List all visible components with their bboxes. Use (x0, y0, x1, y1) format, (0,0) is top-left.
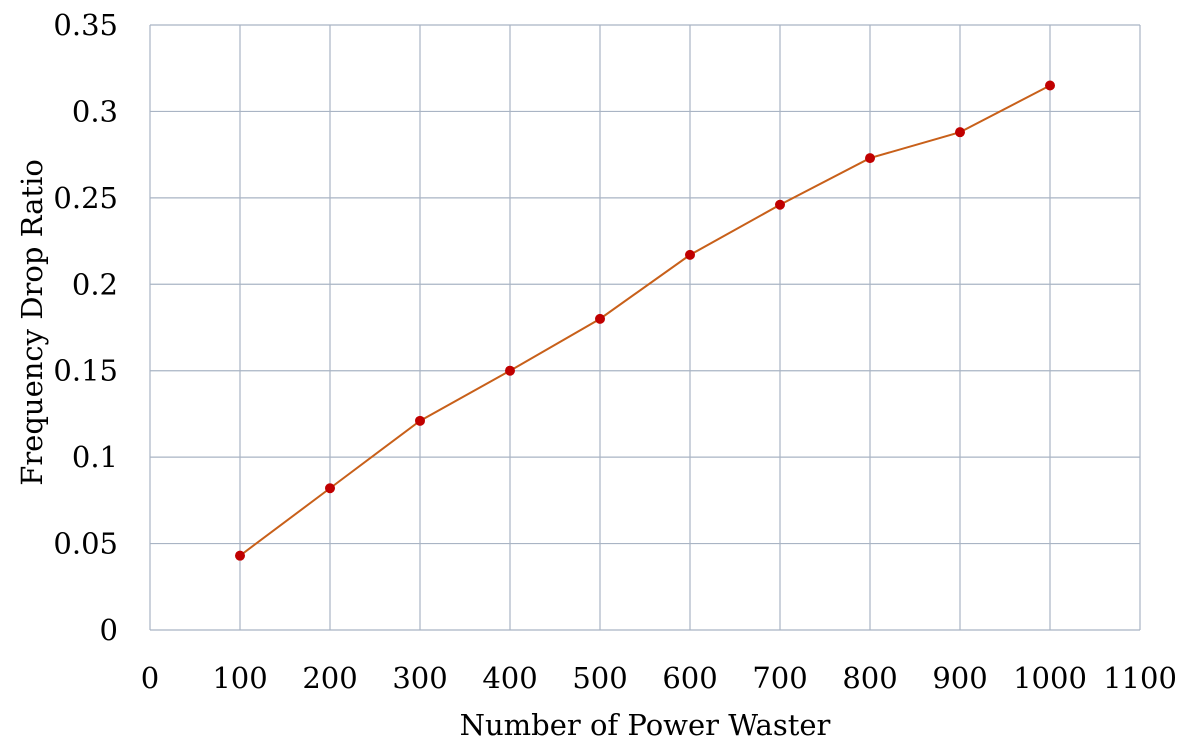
y-tick-label: 0.25 (53, 181, 118, 215)
x-tick-label: 100 (212, 661, 267, 695)
y-tick-label: 0.35 (53, 8, 118, 42)
data-point (865, 153, 875, 164)
x-axis-title: Number of Power Waster (460, 708, 831, 742)
x-tick-label: 900 (932, 661, 987, 695)
x-tick-label: 600 (662, 661, 717, 695)
data-point (325, 483, 335, 494)
x-tick-label: 200 (302, 661, 357, 695)
data-point (685, 249, 695, 260)
y-tick-label: 0.15 (53, 354, 118, 388)
series-line (239, 84, 1051, 557)
y-axis-title: Frequency Drop Ratio (15, 159, 49, 486)
y-tick-label: 0.3 (72, 94, 118, 128)
data-point (235, 550, 245, 561)
data-point (775, 199, 785, 210)
grid (149, 24, 1141, 631)
y-tick-label: 0.05 (53, 527, 118, 561)
data-point (955, 127, 965, 138)
x-tick-label: 400 (482, 661, 537, 695)
y-tick-label: 0 (100, 613, 118, 647)
x-tick-label: 700 (752, 661, 807, 695)
tick-labels: 0 100 200 300 400 500 600 700 800 900 1000 1100 0 0.0… (53, 8, 1176, 695)
y-tick-label: 0.2 (72, 267, 118, 301)
x-tick-label: 0 (141, 661, 159, 695)
x-tick-label: 300 (392, 661, 447, 695)
data-point (415, 415, 425, 426)
x-tick-label: 1000 (1013, 661, 1087, 695)
x-tick-label: 500 (572, 661, 627, 695)
data-point (1045, 80, 1055, 91)
data-point (595, 313, 605, 324)
x-tick-label: 800 (842, 661, 897, 695)
y-tick-label: 0.1 (72, 440, 118, 474)
data-series (235, 80, 1055, 561)
x-tick-label: 1100 (1103, 661, 1177, 695)
data-point (505, 365, 515, 376)
